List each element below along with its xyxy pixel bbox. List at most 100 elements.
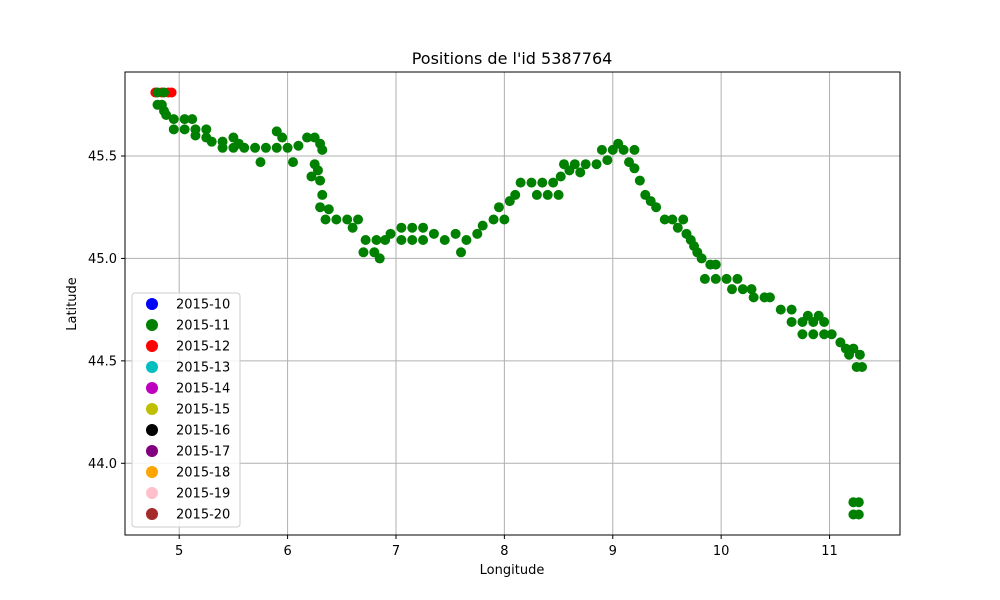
legend-label: 2015-18	[176, 466, 230, 481]
data-point	[277, 132, 288, 143]
data-point	[748, 292, 759, 303]
data-point	[808, 329, 819, 340]
data-point	[629, 144, 640, 155]
legend-marker	[146, 424, 158, 436]
legend-label: 2015-14	[176, 382, 230, 397]
data-point	[312, 165, 323, 176]
plot-frame	[124, 71, 901, 536]
data-point	[659, 214, 670, 225]
data-point	[407, 234, 418, 245]
data-point	[786, 304, 797, 315]
data-point	[315, 202, 326, 213]
data-point	[721, 273, 732, 284]
legend-marker	[146, 508, 158, 520]
data-point	[542, 189, 553, 200]
data-point	[678, 214, 689, 225]
data-point	[206, 136, 217, 147]
data-point	[168, 114, 179, 125]
legend-label: 2015-20	[176, 508, 230, 523]
data-point	[580, 159, 591, 170]
data-point	[699, 273, 710, 284]
legend-marker	[146, 361, 158, 373]
data-point	[187, 114, 198, 125]
x-tick-label: 7	[392, 544, 400, 559]
data-point	[317, 144, 328, 155]
data-points	[150, 87, 868, 520]
legend-marker	[146, 298, 158, 310]
data-point	[651, 202, 662, 213]
data-point	[385, 228, 396, 239]
data-point	[553, 189, 564, 200]
data-point	[323, 204, 334, 215]
data-point	[531, 189, 542, 200]
data-point	[159, 87, 170, 98]
data-point	[499, 214, 510, 225]
data-point	[558, 159, 569, 170]
data-point	[331, 214, 342, 225]
legend-marker	[146, 445, 158, 457]
y-tick-label: 44.0	[88, 457, 117, 472]
data-point	[726, 284, 737, 295]
data-point	[418, 234, 429, 245]
data-point	[166, 87, 177, 98]
data-point	[302, 132, 313, 143]
data-point	[201, 124, 212, 135]
data-point	[315, 175, 326, 186]
x-tick-label: 9	[609, 544, 617, 559]
y-axis-label: Latitude	[65, 277, 80, 331]
x-axis-label: Longitude	[480, 563, 545, 578]
data-point	[629, 163, 640, 174]
x-tick-label: 11	[821, 544, 838, 559]
data-point	[857, 362, 868, 373]
data-point	[168, 124, 179, 135]
data-point	[371, 234, 382, 245]
data-point	[853, 509, 864, 520]
data-point	[613, 138, 624, 149]
axis-ticks: 5 6 7 8 9 10 11 44.0 44.5 45.0 45.5	[88, 149, 838, 559]
data-point	[461, 234, 472, 245]
data-point	[439, 234, 450, 245]
data-point	[228, 142, 239, 153]
data-point	[602, 155, 613, 166]
legend: 2015-10 2015-11 2015-12 2015-13 2015-14 2015-…	[131, 292, 241, 528]
data-point	[493, 202, 504, 213]
x-tick-label: 6	[283, 544, 291, 559]
data-point	[672, 222, 683, 233]
legend-marker	[146, 319, 158, 331]
data-point	[477, 220, 488, 231]
data-point	[569, 159, 580, 170]
legend-label: 2015-19	[176, 487, 230, 502]
data-point	[746, 284, 757, 295]
data-point	[548, 177, 559, 188]
data-point	[428, 228, 439, 239]
legend-marker	[146, 340, 158, 352]
data-point	[255, 157, 266, 168]
data-point	[317, 189, 328, 200]
data-point	[813, 310, 824, 321]
x-tick-label: 8	[500, 544, 508, 559]
data-point	[634, 175, 645, 186]
data-point	[288, 157, 299, 168]
data-point	[418, 222, 429, 233]
data-point	[239, 142, 250, 153]
legend-marker	[146, 403, 158, 415]
data-point	[456, 247, 467, 258]
data-point	[353, 214, 364, 225]
data-point	[293, 140, 304, 151]
y-tick-label: 44.5	[88, 354, 117, 369]
legend-label: 2015-12	[176, 340, 230, 355]
data-point	[826, 329, 837, 340]
data-point	[282, 142, 293, 153]
y-tick-label: 45.5	[88, 149, 117, 164]
data-point	[342, 214, 353, 225]
data-point	[596, 144, 607, 155]
legend-box	[131, 292, 241, 528]
chart-title: Positions de l'id 5387764	[412, 49, 613, 68]
data-point	[854, 349, 865, 360]
data-point	[510, 189, 521, 200]
data-point	[844, 349, 855, 360]
data-point	[710, 273, 721, 284]
x-tick-label: 10	[713, 544, 730, 559]
data-point	[737, 284, 748, 295]
